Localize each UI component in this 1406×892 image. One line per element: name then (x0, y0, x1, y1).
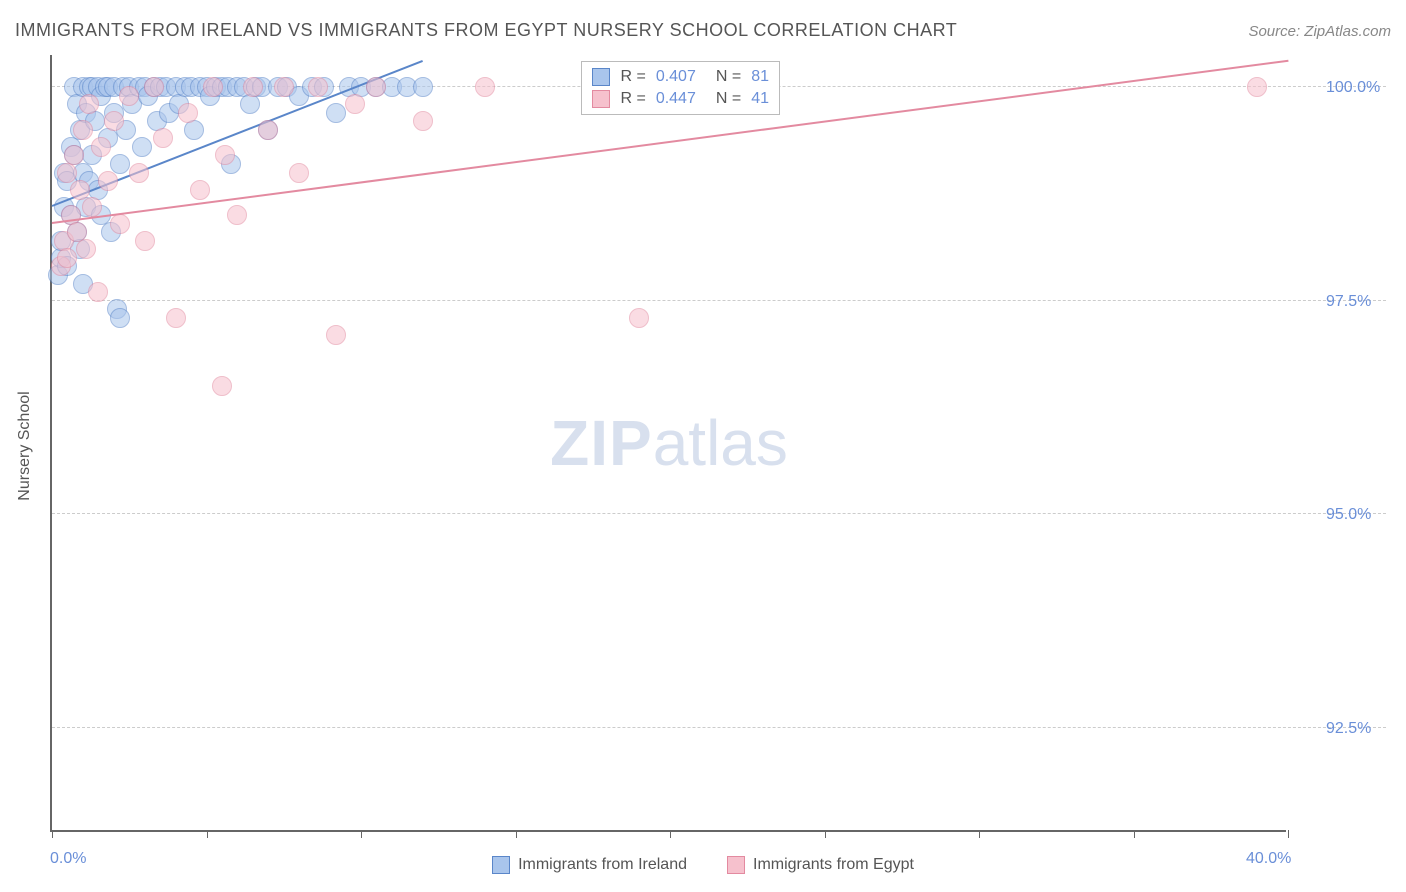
data-point (64, 145, 84, 165)
swatch-icon (592, 68, 610, 86)
data-point (413, 77, 433, 97)
data-point (129, 163, 149, 183)
data-point (258, 120, 278, 140)
data-point (79, 94, 99, 114)
data-point (144, 77, 164, 97)
stat-r-value: 0.447 (656, 90, 696, 108)
data-point (91, 137, 111, 157)
data-point (178, 103, 198, 123)
data-point (98, 171, 118, 191)
y-tick-label: 95.0% (1326, 506, 1371, 524)
legend-inset-row: R = 0.407 N = 81 (592, 66, 769, 88)
legend-label: Immigrants from Ireland (518, 856, 687, 874)
data-point (73, 120, 93, 140)
data-point (57, 163, 77, 183)
data-point (190, 180, 210, 200)
y-tick-label: 100.0% (1326, 79, 1380, 97)
x-tick (1288, 830, 1289, 838)
stat-r-value: 0.407 (656, 68, 696, 86)
data-point (629, 308, 649, 328)
chart-title: IMMIGRANTS FROM IRELAND VS IMMIGRANTS FR… (15, 20, 957, 41)
x-tick-label: 0.0% (50, 850, 86, 868)
stat-n-label: N = (716, 68, 741, 86)
legend-inset: R = 0.407 N = 81 R = 0.447 N = 41 (581, 61, 780, 115)
data-point (110, 308, 130, 328)
data-point (110, 214, 130, 234)
data-point (82, 197, 102, 217)
source-label: Source: ZipAtlas.com (1248, 23, 1391, 40)
data-point (308, 77, 328, 97)
data-point (475, 77, 495, 97)
data-point (203, 77, 223, 97)
data-point (166, 308, 186, 328)
data-point (240, 94, 260, 114)
data-point (413, 111, 433, 131)
data-point (104, 111, 124, 131)
data-point (227, 205, 247, 225)
data-point (366, 77, 386, 97)
data-point (345, 94, 365, 114)
y-tick-label: 97.5% (1326, 293, 1371, 311)
data-point (135, 231, 155, 251)
y-axis-label: Nursery School (16, 391, 34, 500)
swatch-icon (727, 856, 745, 874)
stat-r-label: R = (620, 90, 645, 108)
swatch-icon (592, 90, 610, 108)
gridline (52, 300, 1386, 301)
stat-n-value: 81 (751, 68, 769, 86)
legend-inset-row: R = 0.447 N = 41 (592, 88, 769, 110)
legend-label: Immigrants from Egypt (753, 856, 914, 874)
data-point (132, 137, 152, 157)
legend-bottom: Immigrants from Ireland Immigrants from … (0, 856, 1406, 874)
stat-n-label: N = (716, 90, 741, 108)
data-point (326, 103, 346, 123)
gridline (52, 513, 1386, 514)
data-point (153, 128, 173, 148)
x-tick-label: 40.0% (1246, 850, 1291, 868)
x-tick (825, 830, 826, 838)
legend-item-egypt: Immigrants from Egypt (727, 856, 914, 874)
plot-area: ZIPatlas (50, 55, 1286, 832)
stat-n-value: 41 (751, 90, 769, 108)
data-point (289, 163, 309, 183)
data-point (326, 325, 346, 345)
x-tick (1134, 830, 1135, 838)
x-tick (979, 830, 980, 838)
data-point (184, 120, 204, 140)
data-point (243, 77, 263, 97)
data-point (119, 86, 139, 106)
data-point (212, 376, 232, 396)
stat-r-label: R = (620, 68, 645, 86)
data-point (57, 248, 77, 268)
data-point (274, 77, 294, 97)
y-tick-label: 92.5% (1326, 720, 1371, 738)
swatch-icon (492, 856, 510, 874)
data-point (215, 145, 235, 165)
x-tick (207, 830, 208, 838)
data-point (110, 154, 130, 174)
data-point (1247, 77, 1267, 97)
x-tick (361, 830, 362, 838)
x-tick (670, 830, 671, 838)
gridline (52, 727, 1386, 728)
x-tick (516, 830, 517, 838)
data-point (88, 282, 108, 302)
data-point (70, 180, 90, 200)
data-point (76, 239, 96, 259)
x-tick (52, 830, 53, 838)
legend-item-ireland: Immigrants from Ireland (492, 856, 687, 874)
